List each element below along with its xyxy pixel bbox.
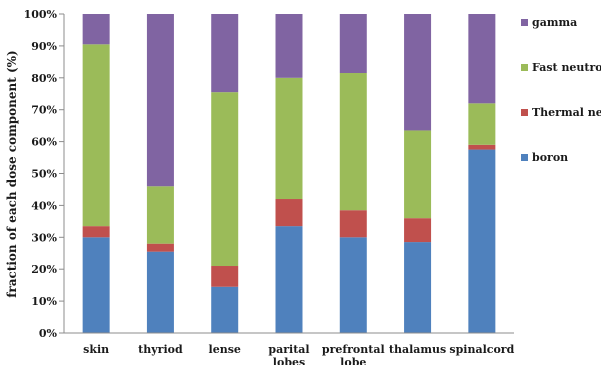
bar-segment-boron <box>339 237 367 333</box>
x-category-label: spinalcord <box>449 343 514 356</box>
legend-swatch <box>521 109 528 116</box>
bar-segment-gamma <box>404 14 432 131</box>
bar-segment-gamma <box>468 14 496 104</box>
bar-segment-boron <box>468 149 496 333</box>
bar-segment-gamma <box>82 14 110 45</box>
bar-segment-boron <box>211 286 239 333</box>
bar-segment-gamma <box>339 14 367 74</box>
bar-segment-fast-neutron <box>275 77 303 200</box>
y-axis-label: fraction of each dose component (%) <box>5 50 19 297</box>
bars-group <box>82 14 496 333</box>
bar-segment-thermal-neutron <box>275 199 303 227</box>
y-tick-label: 60% <box>31 136 57 149</box>
x-category-label: thyriod <box>138 343 183 356</box>
bar-segment-fast-neutron <box>339 73 367 211</box>
bar-segment-fast-neutron <box>146 186 174 244</box>
legend-label: Thermal neutron <box>532 106 601 119</box>
y-tick-label: 100% <box>24 8 58 21</box>
legend: gamma Fast neutron Thermal neutron boron <box>521 16 601 164</box>
legend-label: boron <box>532 151 568 164</box>
bar-segment-thermal-neutron <box>82 226 110 238</box>
y-tick-label: 70% <box>31 104 57 117</box>
bar-segment-thermal-neutron <box>468 144 496 150</box>
bar-segment-thermal-neutron <box>339 210 367 238</box>
bar-segment-fast-neutron <box>82 44 110 227</box>
bar-segment-gamma <box>211 14 239 93</box>
bar-segment-gamma <box>146 14 174 187</box>
x-categories-group: skin thyriod lense parital lobes prefrontal lo… <box>83 343 514 365</box>
y-ticks-group: 0% 10% 20% 30% 40% 50% 60% 70% 80% 90% 100% <box>24 8 64 340</box>
x-category-label: lense <box>209 343 241 356</box>
bar-segment-boron <box>82 237 110 333</box>
legend-swatch <box>521 154 528 161</box>
legend-swatch <box>521 19 528 26</box>
y-tick-label: 0% <box>39 327 58 340</box>
x-category-label: prefrontal lobe <box>322 343 385 365</box>
y-tick-label: 80% <box>31 72 57 85</box>
bar-segment-boron <box>146 251 174 333</box>
legend-label: Fast neutron <box>532 61 601 74</box>
x-category-label: parital lobes <box>268 343 309 365</box>
y-tick-label: 10% <box>31 295 57 308</box>
bar-segment-fast-neutron <box>211 92 239 267</box>
y-tick-label: 30% <box>31 231 57 244</box>
y-tick-label: 90% <box>31 40 57 53</box>
bar-segment-gamma <box>275 14 303 78</box>
y-tick-label: 50% <box>31 168 57 181</box>
bar-segment-thermal-neutron <box>211 266 239 287</box>
y-tick-label: 40% <box>31 199 57 212</box>
bar-segment-boron <box>404 242 432 333</box>
bar-segment-thermal-neutron <box>146 243 174 252</box>
x-category-label: skin <box>83 343 109 356</box>
bar-segment-fast-neutron <box>404 130 432 219</box>
bar-segment-boron <box>275 226 303 333</box>
legend-label: gamma <box>532 16 577 29</box>
bar-segment-fast-neutron <box>468 103 496 145</box>
legend-swatch <box>521 64 528 71</box>
bar-segment-thermal-neutron <box>404 218 432 243</box>
y-tick-label: 20% <box>31 263 57 276</box>
x-category-label: thalamus <box>389 343 446 356</box>
